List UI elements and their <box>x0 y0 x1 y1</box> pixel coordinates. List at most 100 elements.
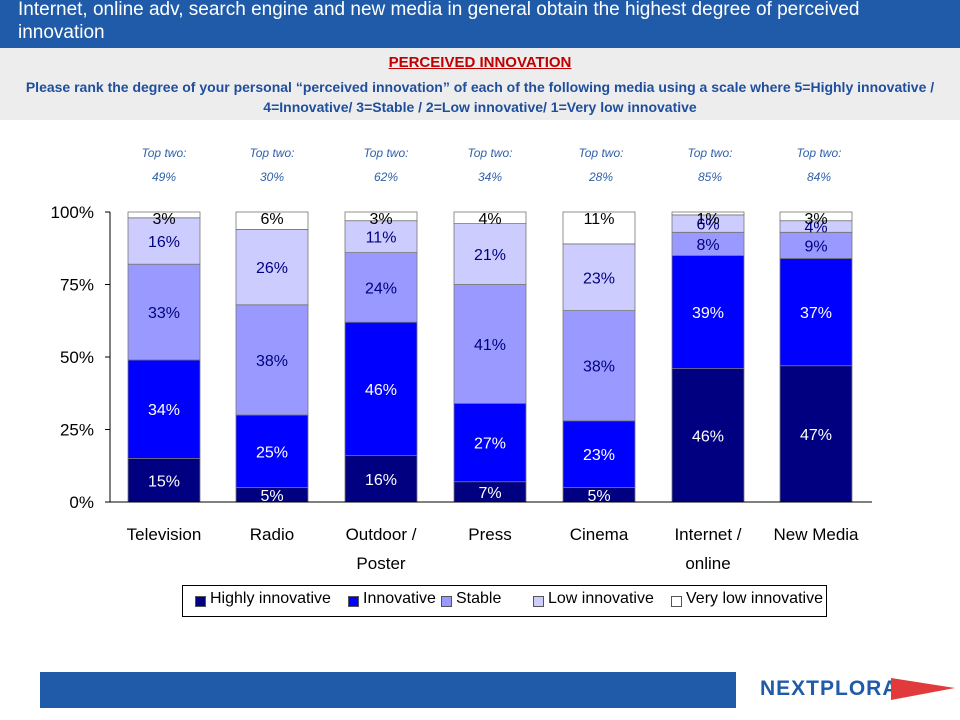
bar-value-label: 46% <box>692 428 724 445</box>
bar-value-label: 9% <box>804 238 827 255</box>
bar-value-label: 15% <box>148 473 180 490</box>
bar-value-label: 46% <box>365 382 397 399</box>
title-bar: Internet, online adv, search engine and … <box>0 0 960 48</box>
bar-value-label: 5% <box>587 488 610 505</box>
legend-label: Highly innovative <box>210 590 331 607</box>
header-box: PERCEIVED INNOVATION Please rank the deg… <box>0 48 960 120</box>
top-two-value: 62% <box>373 170 399 184</box>
x-category-label: Television <box>127 525 202 544</box>
bar-segment <box>671 368 745 503</box>
top-two-label: Top two: <box>141 146 187 160</box>
y-tick-label: 0% <box>69 493 94 512</box>
top-two-value: 49% <box>151 170 177 184</box>
section-title: PERCEIVED INNOVATION <box>388 54 572 71</box>
legend-swatch <box>195 596 206 607</box>
bar-segment <box>127 211 201 219</box>
bar-segment <box>344 220 418 253</box>
bar-segment <box>562 211 636 245</box>
x-category-label: Radio <box>250 525 294 544</box>
bar-value-label: 23% <box>583 447 615 464</box>
x-axis: Television Radio Outdoor / Poster Press Cinem… <box>110 501 872 573</box>
bar-value-label: 23% <box>583 270 615 287</box>
bar-segment <box>344 211 418 222</box>
bar-value-label: 11% <box>366 230 397 247</box>
bar-value-label: 26% <box>256 260 288 277</box>
bar-value-label: 38% <box>256 353 288 370</box>
bar-value-label: 6% <box>696 217 719 234</box>
bar-value-label: 6% <box>260 211 283 228</box>
nextplora-logo: NEXTPLORA <box>760 677 899 700</box>
legend-swatch <box>671 596 682 607</box>
bar-value-label: 21% <box>474 247 506 264</box>
top-two-label: Top two: <box>796 146 842 160</box>
legend-label: Low innovative <box>548 590 654 607</box>
logo-flag-icon <box>891 678 955 700</box>
bar-segment <box>779 231 853 259</box>
bar-value-label: 47% <box>800 427 832 444</box>
bar-segment <box>344 321 418 457</box>
bar-value-label: 24% <box>365 280 397 297</box>
bar-value-label: 1% <box>696 211 719 228</box>
x-category-label: online <box>685 554 730 573</box>
bar-segment <box>127 217 201 265</box>
top-two-label: Top two: <box>687 146 733 160</box>
bar-value-label: 41% <box>474 337 506 354</box>
legend-label: Stable <box>456 590 502 607</box>
legend-swatch <box>441 596 452 607</box>
slide-title: Internet, online adv, search engine and … <box>18 0 860 43</box>
y-tick-label: 75% <box>60 276 94 295</box>
x-category-label: Press <box>468 525 511 544</box>
bar-value-label: 37% <box>800 305 832 322</box>
bar-segment <box>671 211 745 216</box>
bar-value-label: 8% <box>696 237 719 254</box>
top-two-label: Top two: <box>467 146 513 160</box>
top-two-value: 85% <box>697 170 723 184</box>
bar-value-label: 3% <box>369 211 392 228</box>
x-category-label: Internet / <box>674 525 741 544</box>
bar-value-label: 39% <box>692 305 724 322</box>
bar-value-label: 25% <box>256 444 288 461</box>
chart-legend: Highly innovative Innovative Stable Low … <box>182 585 827 617</box>
x-category-label: Cinema <box>570 525 629 544</box>
bar-segment <box>779 211 853 222</box>
bar-value-label: 33% <box>148 305 180 322</box>
legend-label: Very low innovative <box>686 590 823 607</box>
legend-swatch <box>348 596 359 607</box>
top-two-label: Top two: <box>363 146 409 160</box>
top-two-label: Top two: <box>249 146 295 160</box>
bar-segment <box>235 228 309 306</box>
y-tick-label: 50% <box>60 348 94 367</box>
top-two-value: 84% <box>806 170 832 184</box>
bar-value-label: 11% <box>584 211 615 228</box>
logo-box: NEXTPLORA <box>736 672 960 708</box>
legend-label: Innovative <box>363 590 436 607</box>
bar-segment <box>562 310 636 422</box>
bar-segment <box>453 402 527 483</box>
bars: 15% 34% 33% 16% 3% 5% 25% 38% 26% 6% 16% 46% 24% 11% 3… <box>127 211 853 505</box>
bar-segment <box>779 365 853 503</box>
bar-value-label: 34% <box>148 402 180 419</box>
bar-value-label: 4% <box>478 211 501 228</box>
bar-value-label: 27% <box>474 436 506 453</box>
bar-segment <box>671 255 745 369</box>
top-two-label: Top two: <box>578 146 624 160</box>
x-category-label: New Media <box>773 525 859 544</box>
bar-value-label: 3% <box>804 211 827 228</box>
x-category-label: Outdoor / <box>346 525 417 544</box>
y-axis: 0% 25% 50% 75% 100% <box>51 203 111 512</box>
question-text: Please rank the degree of your personal … <box>25 79 935 115</box>
bar-value-label: 4% <box>804 220 827 237</box>
bar-segment <box>453 223 527 285</box>
legend-swatch <box>533 596 544 607</box>
top-two-value: 28% <box>588 170 614 184</box>
bar-value-label: 5% <box>260 488 283 505</box>
bar-value-label: 38% <box>583 359 615 376</box>
y-tick-label: 25% <box>60 421 94 440</box>
top-two-value: 34% <box>477 170 503 184</box>
bar-segment <box>235 211 309 230</box>
bar-value-label: 7% <box>478 485 501 502</box>
x-category-label: Poster <box>356 554 405 573</box>
bar-value-label: 3% <box>152 211 175 228</box>
bar-segment <box>779 257 853 367</box>
